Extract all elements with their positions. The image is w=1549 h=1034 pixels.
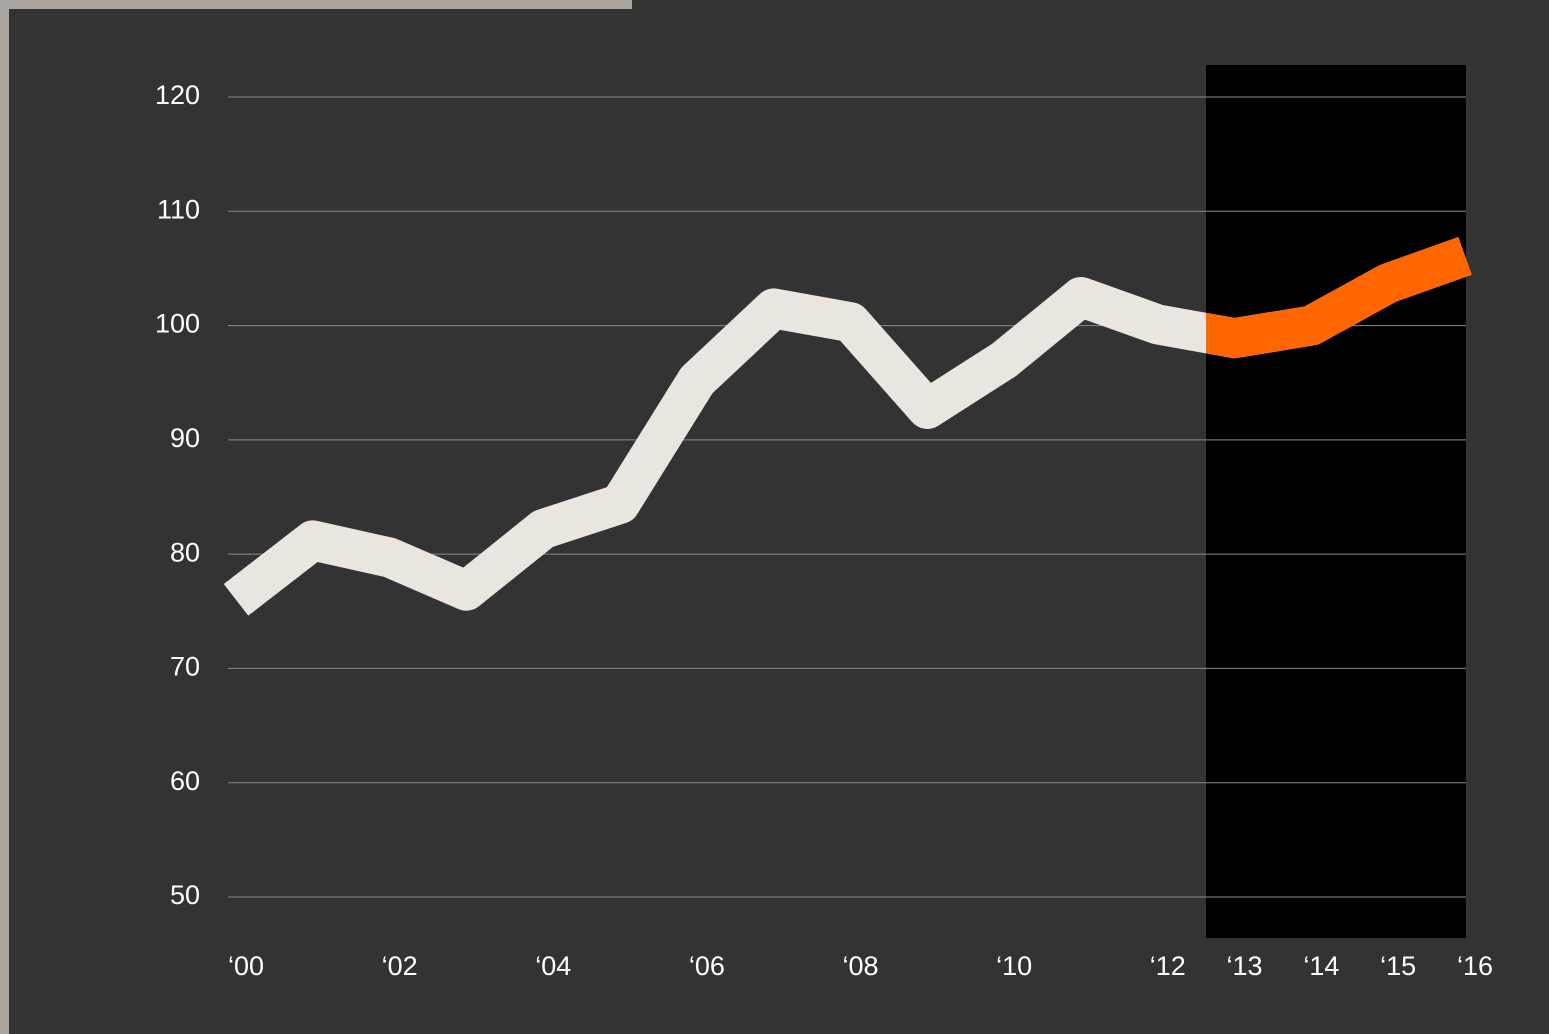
y-tick-label: 60 [170,766,200,796]
y-tick-label: 110 [157,194,200,224]
x-tick-label: ‘00 [228,951,264,981]
frame-left [0,0,9,1034]
x-tick-label: ‘13 [1227,951,1263,981]
x-tick-label: ‘10 [996,951,1032,981]
y-tick-label: 120 [155,80,200,110]
highlight-band [1206,65,1466,938]
y-tick-label: 100 [155,309,200,339]
x-tick-label: ‘04 [535,951,571,981]
x-tick-label: ‘06 [689,951,725,981]
y-tick-label: 80 [170,537,200,567]
x-tick-label: ‘02 [382,951,418,981]
x-tick-label: ‘15 [1380,951,1416,981]
y-tick-label: 50 [170,880,200,910]
x-tick-label: ‘16 [1457,951,1493,981]
x-tick-label: ‘14 [1303,951,1339,981]
y-tick-label: 70 [170,652,200,682]
x-tick-label: ‘12 [1150,951,1186,981]
y-tick-label: 90 [170,423,200,453]
line-highlight [1206,237,1472,359]
frame-top [0,0,632,9]
x-tick-label: ‘08 [842,951,878,981]
